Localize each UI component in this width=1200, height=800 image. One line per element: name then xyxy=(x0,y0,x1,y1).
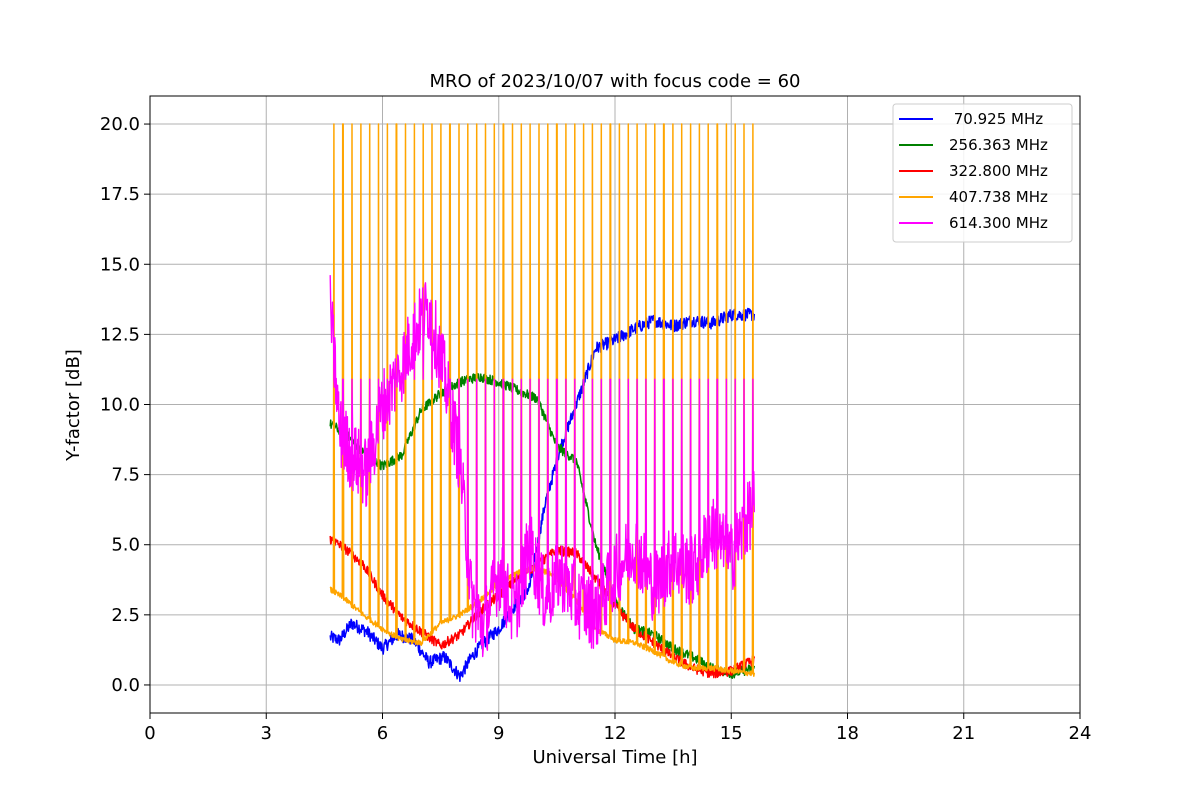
y-tick-label: 12.5 xyxy=(100,324,140,345)
y-axis-label: Y-factor [dB] xyxy=(63,349,84,462)
legend-label: 256.363 MHz xyxy=(949,136,1048,154)
y-tick-label: 20.0 xyxy=(100,114,140,135)
chart-title: MRO of 2023/10/07 with focus code = 60 xyxy=(430,71,801,92)
x-tick-label: 9 xyxy=(493,723,504,744)
series-line xyxy=(329,275,755,658)
x-tick-label: 6 xyxy=(377,723,388,744)
series-line xyxy=(329,307,756,683)
legend-label: 614.300 MHz xyxy=(949,214,1048,232)
x-tick-label: 24 xyxy=(1069,723,1092,744)
y-tick-label: 17.5 xyxy=(100,184,140,205)
legend-label: 322.800 MHz xyxy=(949,162,1048,180)
legend-box xyxy=(892,103,1073,243)
x-axis-label: Universal Time [h] xyxy=(532,747,697,768)
x-tick-label: 3 xyxy=(261,723,272,744)
x-tick-label: 18 xyxy=(836,723,859,744)
y-tick-label: 2.5 xyxy=(111,605,140,626)
x-tick-label: 15 xyxy=(720,723,743,744)
y-tick-label: 7.5 xyxy=(111,465,140,486)
y-tick-label: 10.0 xyxy=(100,395,140,416)
y-tick-label: 0.0 xyxy=(111,675,140,696)
legend-label: 70.925 MHz xyxy=(949,110,1043,128)
y-tick-label: 5.0 xyxy=(111,535,140,556)
legend-label: 407.738 MHz xyxy=(949,188,1048,206)
x-tick-label: 0 xyxy=(144,723,155,744)
x-tick-label: 12 xyxy=(604,723,627,744)
series-layer xyxy=(329,123,756,683)
y-tick-label: 15.0 xyxy=(100,254,140,275)
x-tick-label: 21 xyxy=(952,723,975,744)
series-line xyxy=(329,372,756,679)
legend: 70.925 MHz 256.363 MHz 322.800 MHz 407.738 … xyxy=(892,103,1073,243)
x-axis-ticks: 0 3 6 9 12 15 18 21 24 xyxy=(144,713,1091,744)
y-axis-ticks: 0.0 2.5 5.0 7.5 10.0 12.5 15.0 17.5 20.0 xyxy=(100,114,150,696)
